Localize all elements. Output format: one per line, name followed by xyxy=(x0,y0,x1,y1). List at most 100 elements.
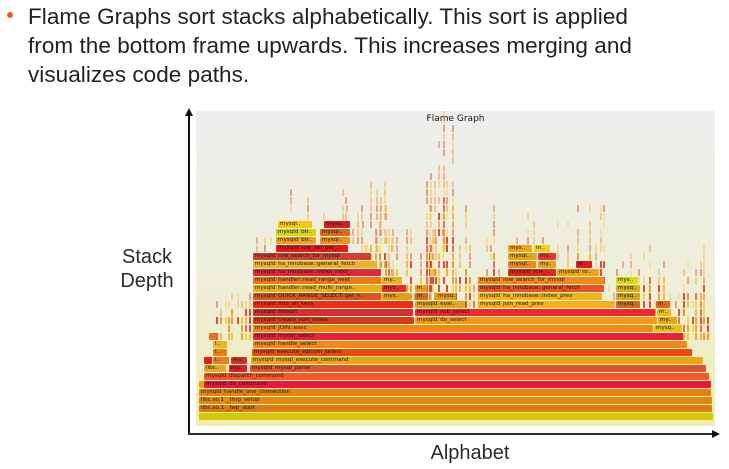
flame-frame-sliver[interactable] xyxy=(370,197,372,204)
flame-frame[interactable]: mysqld`handle_one_connection xyxy=(199,389,711,396)
flame-frame[interactable]: mysq.. xyxy=(616,285,640,292)
flame-frame[interactable]: mysqld`handler::read_multi_range.. xyxy=(253,285,381,292)
flame-frame-sliver[interactable] xyxy=(380,221,382,228)
flame-frame-sliver[interactable] xyxy=(216,317,218,324)
flame-frame-sliver[interactable] xyxy=(438,197,440,204)
flame-frame-sliver[interactable] xyxy=(663,261,665,268)
flame-frame-sliver[interactable] xyxy=(379,229,381,236)
flame-frame-sliver[interactable] xyxy=(465,245,467,252)
flame-frame-sliver[interactable] xyxy=(434,181,436,188)
flame-frame-sliver[interactable] xyxy=(452,237,454,244)
flame-frame-sliver[interactable] xyxy=(452,141,454,148)
flame-frame-sliver[interactable] xyxy=(388,245,390,252)
flame-frame-sliver[interactable] xyxy=(600,205,602,212)
flame-frame-sliver[interactable] xyxy=(459,253,461,260)
flame-frame-sliver[interactable] xyxy=(692,325,694,332)
flame-frame-sliver[interactable] xyxy=(446,229,448,236)
flame-frame-sliver[interactable] xyxy=(410,293,412,300)
flame-frame-sliver[interactable] xyxy=(600,237,602,244)
flame-frame-sliver[interactable] xyxy=(452,221,454,228)
flame-frame[interactable]: mysql.. xyxy=(278,221,312,228)
flame-frame-sliver[interactable] xyxy=(638,277,640,284)
flame-frame-sliver[interactable] xyxy=(435,245,437,252)
flame-frame[interactable]: m.. xyxy=(656,301,670,308)
flame-frame-sliver[interactable] xyxy=(426,269,428,276)
flame-frame-sliver[interactable] xyxy=(452,269,454,276)
flame-frame-sliver[interactable] xyxy=(683,269,685,276)
flame-frame-sliver[interactable] xyxy=(443,165,445,172)
flame-frame-sliver[interactable] xyxy=(231,309,233,316)
flame-frame-sliver[interactable] xyxy=(695,317,697,324)
flame-frame-sliver[interactable] xyxy=(361,205,363,212)
flame-frame-sliver[interactable] xyxy=(643,293,645,300)
flame-frame-sliver[interactable] xyxy=(384,229,386,236)
flame-frame[interactable]: my.. xyxy=(538,253,556,260)
flame-frame-sliver[interactable] xyxy=(695,293,697,300)
flame-frame-sliver[interactable] xyxy=(443,237,445,244)
flame-frame-sliver[interactable] xyxy=(700,293,702,300)
flame-frame-sliver[interactable] xyxy=(426,253,428,260)
flame-frame-sliver[interactable] xyxy=(473,301,475,308)
flame-frame-sliver[interactable] xyxy=(452,149,454,156)
flame-frame-sliver[interactable] xyxy=(380,213,382,220)
flame-frame-sliver[interactable] xyxy=(703,309,705,316)
flame-frame-sliver[interactable] xyxy=(589,221,591,228)
flame-frame-sliver[interactable] xyxy=(426,189,428,196)
flame-frame-sliver[interactable] xyxy=(241,301,243,308)
flame-frame-sliver[interactable] xyxy=(446,213,448,220)
flame-frame-sliver[interactable] xyxy=(420,269,422,276)
flame-frame-sliver[interactable] xyxy=(384,189,386,196)
flame-frame-sliver[interactable] xyxy=(435,253,437,260)
flame-frame-sliver[interactable] xyxy=(643,285,645,292)
flame-frame-sliver[interactable] xyxy=(577,237,579,244)
flame-frame-sliver[interactable] xyxy=(649,245,651,252)
flame-frame-sliver[interactable] xyxy=(396,245,398,252)
flame-frame-sliver[interactable] xyxy=(600,213,602,220)
flame-frame-sliver[interactable] xyxy=(683,309,685,316)
flame-frame-sliver[interactable] xyxy=(245,325,247,332)
flame-frame[interactable]: mys.. xyxy=(508,245,532,252)
flame-frame-sliver[interactable] xyxy=(429,213,431,220)
flame-frame-sliver[interactable] xyxy=(443,149,445,156)
flame-frame-sliver[interactable] xyxy=(241,317,243,324)
flame-frame-sliver[interactable] xyxy=(446,261,448,268)
flame-frame-sliver[interactable] xyxy=(430,285,432,292)
flame-frame-sliver[interactable] xyxy=(533,221,535,228)
flame-frame[interactable]: libc.so.1`_thrp_setup xyxy=(199,397,712,404)
flame-frame-sliver[interactable] xyxy=(384,205,386,212)
flame-frame-sliver[interactable] xyxy=(589,205,591,212)
flame-frame-sliver[interactable] xyxy=(220,309,222,316)
flame-frame-sliver[interactable] xyxy=(608,285,610,292)
flame-frame[interactable]: m.. xyxy=(657,309,671,316)
flame-frame-sliver[interactable] xyxy=(459,277,461,284)
flame-frame-sliver[interactable] xyxy=(493,205,495,212)
flame-frame-sliver[interactable] xyxy=(434,229,436,236)
flame-frame-sliver[interactable] xyxy=(695,325,697,332)
flame-frame-sliver[interactable] xyxy=(703,333,705,340)
flame-frame-sliver[interactable] xyxy=(410,285,412,292)
flame-frame-sliver[interactable] xyxy=(527,237,529,244)
flame-frame-sliver[interactable] xyxy=(245,333,247,340)
flame-frame-sliver[interactable] xyxy=(406,229,408,236)
flame-frame-sliver[interactable] xyxy=(432,261,434,268)
flame-frame-sliver[interactable] xyxy=(384,237,386,244)
flame-frame-sliver[interactable] xyxy=(228,301,230,308)
flame-frame-sliver[interactable] xyxy=(241,333,243,340)
flame-frame-sliver[interactable] xyxy=(443,189,445,196)
flame-frame-sliver[interactable] xyxy=(256,237,258,244)
flame-frame[interactable]: mysqld`ha_innobase::general_fetch xyxy=(253,261,377,268)
flame-frame[interactable]: mysqld`ha_innobase::index_next_.. xyxy=(253,269,381,276)
flame-frame-sliver[interactable] xyxy=(443,245,445,252)
flame-frame-sliver[interactable] xyxy=(695,277,697,284)
flame-frame[interactable]: mysqld`row_search_for_mysql xyxy=(253,253,371,260)
flame-frame-sliver[interactable] xyxy=(687,293,689,300)
flame-frame-sliver[interactable] xyxy=(438,253,440,260)
flame-frame-sliver[interactable] xyxy=(643,301,645,308)
flame-frame[interactable]: libc.so.1`_lwp_start xyxy=(199,405,712,412)
flame-frame-sliver[interactable] xyxy=(603,205,605,212)
flame-frame-sliver[interactable] xyxy=(430,181,432,188)
flame-frame-sliver[interactable] xyxy=(430,293,432,300)
flame-frame-sliver[interactable] xyxy=(455,277,457,284)
flame-frame-sliver[interactable] xyxy=(391,245,393,252)
flame-frame-sliver[interactable] xyxy=(577,253,579,260)
